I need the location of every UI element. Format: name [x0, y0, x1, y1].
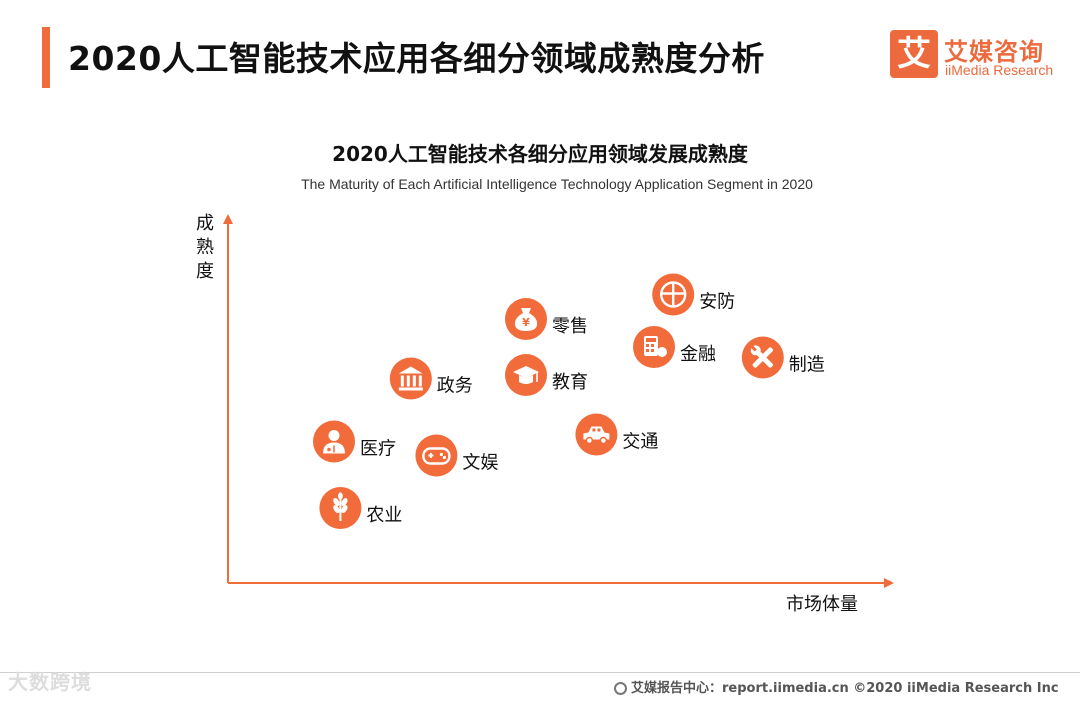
government-building-icon — [398, 366, 423, 391]
data-point-label: 安防 — [699, 292, 735, 313]
x-axis-arrow — [884, 578, 894, 588]
x-axis — [228, 578, 894, 588]
y-axis-label: 成熟度 — [196, 213, 214, 282]
data-point-label: 零售 — [552, 316, 588, 337]
logo-text-cn: 艾媒咨询 — [944, 38, 1044, 66]
data-point-label: 农业 — [366, 505, 402, 526]
data-point: 制造 — [741, 336, 825, 379]
calculator-icon — [644, 336, 667, 357]
data-point: 安防 — [652, 273, 735, 316]
data-point-label: 医疗 — [360, 439, 396, 460]
money-bag-icon: ¥ — [514, 308, 538, 331]
data-point: 交通 — [575, 413, 658, 456]
wheat-icon — [333, 492, 348, 521]
globe-icon — [614, 682, 627, 695]
data-point-label: 教育 — [552, 372, 588, 393]
data-point: 教育 — [505, 354, 588, 396]
data-point: 医疗 — [313, 420, 396, 463]
data-point-label: 政务 — [437, 376, 473, 397]
data-point: 金融 — [633, 326, 716, 368]
x-axis-label: 市场体量 — [786, 594, 858, 615]
data-point-label: 交通 — [622, 432, 658, 453]
doctor-icon — [323, 430, 345, 454]
footer-divider — [0, 672, 1080, 673]
graduation-cap-icon — [513, 366, 539, 384]
footer-source-text: 艾媒报告中心：report.iimedia.cn ©2020 iiMedia R… — [631, 681, 1059, 696]
iimedia-logo[interactable]: 艾 艾媒咨询 iiMedia Research — [886, 30, 1066, 82]
data-point: 农业 — [319, 487, 402, 529]
data-points: 安防 ¥ 零售金融制造政务 教育交通 医疗文娱农业 — [313, 273, 825, 529]
logo-mark: 艾 — [890, 30, 938, 78]
data-point: 文娱 — [415, 434, 498, 477]
data-point-label: 金融 — [680, 344, 716, 365]
footer-source: 艾媒报告中心：report.iimedia.cn ©2020 iiMedia R… — [614, 677, 1059, 696]
data-point: ¥ 零售 — [505, 298, 588, 340]
data-point-marker — [415, 434, 458, 477]
data-point-label: 文娱 — [462, 453, 498, 474]
title-accent-bar — [42, 27, 50, 88]
data-point: 政务 — [389, 357, 473, 400]
data-point-marker — [389, 357, 432, 400]
data-point-label: 制造 — [789, 355, 825, 376]
y-axis — [223, 214, 233, 583]
car-icon — [583, 426, 610, 445]
svg-text:¥: ¥ — [522, 316, 530, 329]
chart-title: 2020人工智能技术各细分应用领域发展成熟度 — [332, 142, 748, 166]
chart-subtitle: The Maturity of Each Artificial Intellig… — [301, 176, 813, 192]
shield-icon — [660, 281, 687, 308]
tools-icon — [750, 345, 773, 368]
page-title: 2020人工智能技术应用各细分领域成熟度分析 — [68, 39, 765, 78]
gamepad-icon — [422, 447, 451, 465]
y-axis-arrow — [223, 214, 233, 224]
data-point-marker — [313, 420, 355, 463]
logo-text-en: iiMedia Research — [945, 62, 1054, 78]
logo-glyph: 艾 — [897, 34, 931, 74]
watermark: 大数跨境 — [8, 670, 92, 694]
